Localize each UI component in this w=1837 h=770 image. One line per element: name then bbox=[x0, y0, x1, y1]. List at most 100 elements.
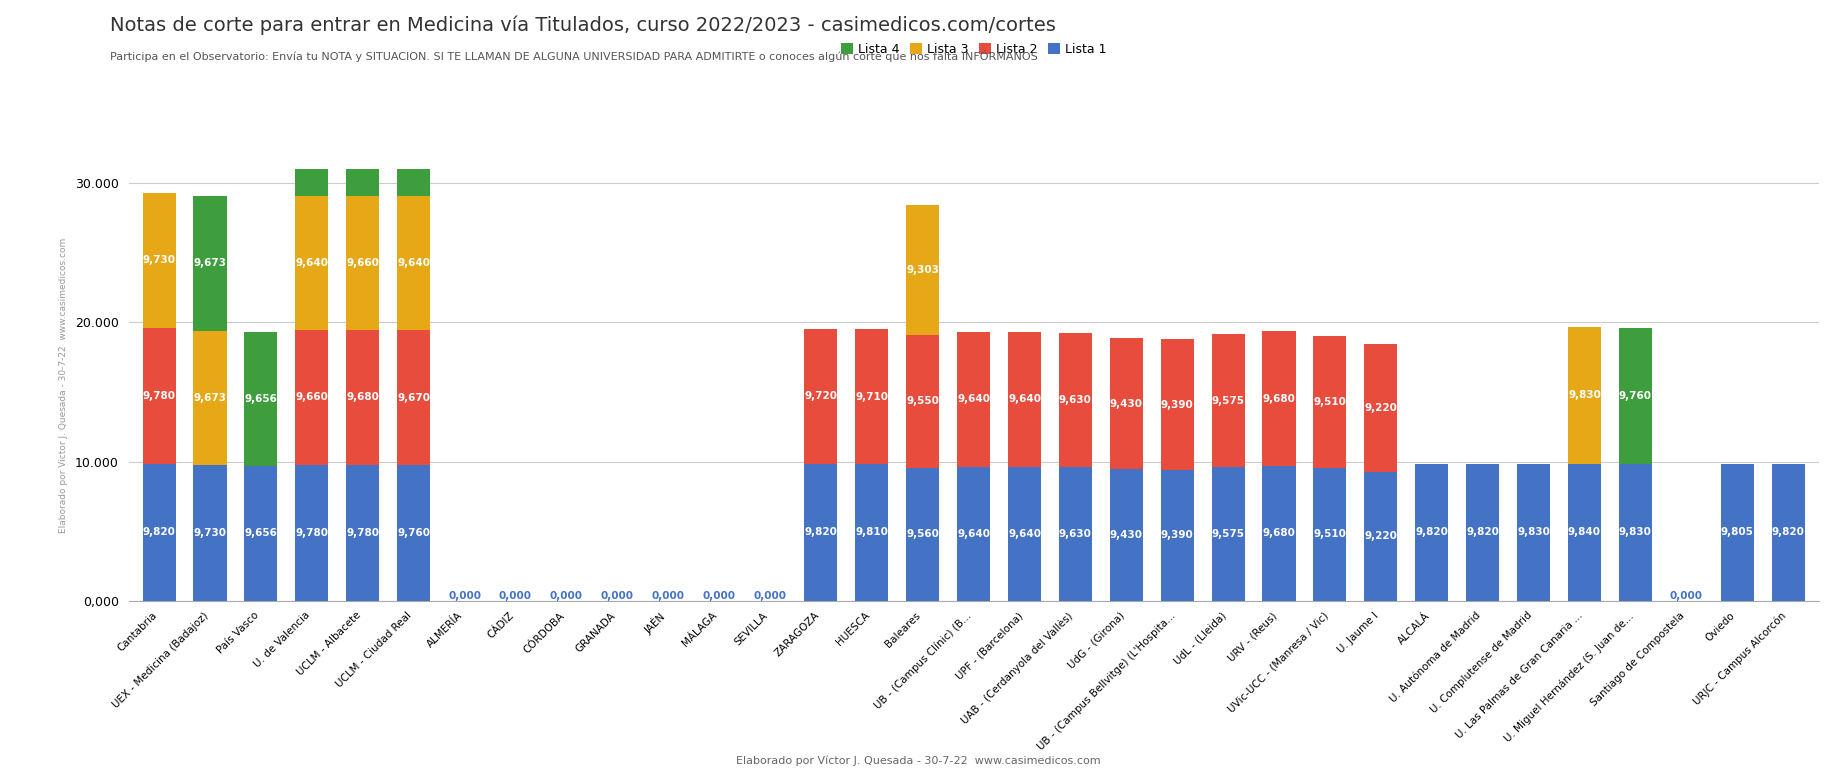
Text: 9,820: 9,820 bbox=[143, 527, 176, 537]
Bar bbox=[1569, 464, 1602, 601]
Text: 9,820: 9,820 bbox=[805, 527, 838, 537]
Bar bbox=[1365, 472, 1398, 601]
Bar bbox=[397, 465, 430, 601]
Bar bbox=[296, 196, 329, 330]
Text: Elaborado por Víctor J. Quesada - 30-7-22  www.casimedicos.com: Elaborado por Víctor J. Quesada - 30-7-2… bbox=[737, 755, 1100, 766]
Bar bbox=[1414, 464, 1448, 601]
Text: 0,000: 0,000 bbox=[549, 591, 582, 601]
Text: 9,640: 9,640 bbox=[1009, 528, 1042, 538]
Bar bbox=[1313, 468, 1347, 601]
Text: 9,830: 9,830 bbox=[1618, 527, 1651, 537]
Text: 0,000: 0,000 bbox=[448, 591, 481, 601]
Text: 9,720: 9,720 bbox=[805, 391, 838, 401]
Text: 9,640: 9,640 bbox=[397, 124, 430, 134]
Text: 9,303: 9,303 bbox=[906, 265, 939, 275]
Bar bbox=[193, 196, 226, 330]
Text: 9,730: 9,730 bbox=[193, 528, 226, 538]
Bar bbox=[244, 467, 277, 601]
Text: 9,660: 9,660 bbox=[347, 123, 378, 133]
Text: 9,805: 9,805 bbox=[1721, 527, 1754, 537]
Bar bbox=[1110, 338, 1143, 470]
Text: 9,820: 9,820 bbox=[1771, 527, 1804, 537]
Bar bbox=[1110, 470, 1143, 601]
Bar bbox=[1262, 331, 1295, 466]
Bar bbox=[244, 332, 277, 467]
Text: 9,680: 9,680 bbox=[1262, 393, 1295, 403]
Bar bbox=[345, 330, 378, 464]
Text: 9,673: 9,673 bbox=[193, 393, 226, 403]
Bar bbox=[1262, 466, 1295, 601]
Text: 9,640: 9,640 bbox=[1009, 394, 1042, 404]
Bar bbox=[345, 464, 378, 601]
Bar bbox=[805, 329, 838, 464]
Bar bbox=[957, 467, 990, 601]
Text: 9,780: 9,780 bbox=[296, 527, 329, 537]
Text: 9,780: 9,780 bbox=[345, 527, 378, 537]
Text: 9,760: 9,760 bbox=[1618, 391, 1651, 401]
Text: 9,730: 9,730 bbox=[143, 256, 176, 266]
Text: 0,000: 0,000 bbox=[652, 591, 685, 601]
Text: 9,640: 9,640 bbox=[957, 528, 990, 538]
Bar bbox=[397, 330, 430, 465]
Bar bbox=[1569, 327, 1602, 464]
Text: 9,510: 9,510 bbox=[1313, 530, 1347, 540]
Bar bbox=[906, 467, 939, 601]
Bar bbox=[856, 464, 889, 601]
Text: 9,656: 9,656 bbox=[244, 528, 277, 538]
Text: Notas de corte para entrar en Medicina vía Titulados, curso 2022/2023 - casimedi: Notas de corte para entrar en Medicina v… bbox=[110, 15, 1056, 35]
Text: 0,000: 0,000 bbox=[702, 591, 735, 601]
Text: 9,673: 9,673 bbox=[193, 259, 226, 269]
Bar bbox=[906, 206, 939, 335]
Bar bbox=[1771, 464, 1804, 601]
Text: 9,830: 9,830 bbox=[1517, 527, 1550, 537]
Text: 9,390: 9,390 bbox=[1161, 400, 1194, 410]
Bar bbox=[1212, 334, 1245, 467]
Text: 9,680: 9,680 bbox=[1262, 528, 1295, 538]
Bar bbox=[143, 328, 176, 464]
Bar bbox=[193, 465, 226, 601]
Bar bbox=[193, 330, 226, 465]
Text: 9,810: 9,810 bbox=[856, 527, 889, 537]
Text: 0,000: 0,000 bbox=[601, 591, 634, 601]
Text: 9,710: 9,710 bbox=[856, 392, 889, 402]
Text: 9,640: 9,640 bbox=[296, 258, 329, 268]
Bar bbox=[345, 196, 378, 330]
Bar bbox=[1365, 344, 1398, 472]
Bar bbox=[397, 196, 430, 330]
Text: 9,510: 9,510 bbox=[1313, 397, 1347, 407]
Bar bbox=[1313, 336, 1347, 468]
Text: 9,430: 9,430 bbox=[1110, 399, 1143, 409]
Bar bbox=[345, 61, 378, 196]
Bar bbox=[143, 464, 176, 601]
Text: 9,390: 9,390 bbox=[1161, 531, 1194, 541]
Text: 9,630: 9,630 bbox=[1058, 395, 1091, 405]
Text: 9,780: 9,780 bbox=[143, 391, 176, 401]
Y-axis label: Elaborado por Victor J. Quesada - 30-7-22  www.casimedicos.com: Elaborado por Victor J. Quesada - 30-7-2… bbox=[59, 237, 68, 533]
Bar bbox=[856, 329, 889, 464]
Text: 9,840: 9,840 bbox=[1569, 527, 1602, 537]
Text: 9,640: 9,640 bbox=[397, 258, 430, 268]
Text: 9,430: 9,430 bbox=[1110, 530, 1143, 540]
Text: 9,820: 9,820 bbox=[1414, 527, 1448, 537]
Text: 0,000: 0,000 bbox=[753, 591, 786, 601]
Text: 9,680: 9,680 bbox=[347, 392, 378, 402]
Bar bbox=[1466, 464, 1499, 601]
Bar bbox=[1161, 470, 1194, 601]
Legend: Lista 4, Lista 3, Lista 2, Lista 1: Lista 4, Lista 3, Lista 2, Lista 1 bbox=[836, 38, 1111, 61]
Bar bbox=[957, 333, 990, 467]
Bar bbox=[1212, 467, 1245, 601]
Bar bbox=[1058, 467, 1091, 601]
Text: 9,656: 9,656 bbox=[244, 394, 277, 404]
Text: 9,760: 9,760 bbox=[397, 527, 430, 537]
Bar bbox=[805, 464, 838, 601]
Bar bbox=[1517, 464, 1550, 601]
Bar bbox=[1721, 464, 1754, 601]
Bar bbox=[143, 192, 176, 328]
Text: 9,575: 9,575 bbox=[1212, 396, 1245, 406]
Text: Participa en el Observatorio: Envía tu NOTA y SITUACION. SI TE LLAMAN DE ALGUNA : Participa en el Observatorio: Envía tu N… bbox=[110, 50, 1038, 62]
Text: 9,660: 9,660 bbox=[296, 393, 329, 403]
Text: 9,220: 9,220 bbox=[1365, 531, 1398, 541]
Text: 9,830: 9,830 bbox=[1569, 390, 1600, 400]
Bar bbox=[1009, 467, 1042, 601]
Text: 0,000: 0,000 bbox=[1670, 591, 1703, 601]
